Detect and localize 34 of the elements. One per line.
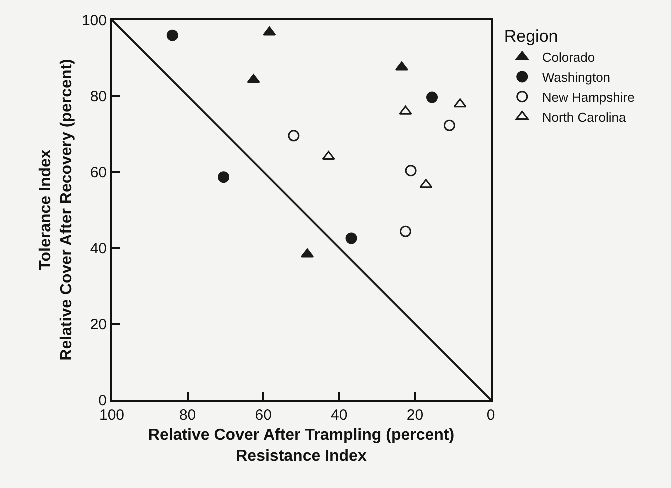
point [322,151,336,160]
y-tick-label: 20 [90,316,107,334]
x-axis-title: Relative Cover After Trampling (percent) Resistance Index [148,427,455,465]
legend-label: New Hampshire [542,90,635,105]
y-tick-label: 80 [90,88,107,106]
point [301,248,314,258]
y-tick-label: 0 [98,392,107,410]
y-tick-label: 40 [90,240,107,258]
point [218,172,230,184]
point [426,92,438,104]
point [395,62,408,71]
x-tick-label: 0 [486,407,496,424]
point [399,106,412,115]
legend-title: Region [504,27,558,46]
point [166,30,178,42]
legend-label: Colorado [542,50,596,66]
point [454,98,467,108]
x-tick-label: 40 [331,407,348,424]
point [444,120,456,132]
point [346,232,358,244]
x-tick-label: 20 [406,407,424,424]
y-tick-label: 60 [90,164,107,182]
legend-label: North Carolina [542,110,627,125]
point [247,74,260,84]
point [288,130,300,142]
legend-label: Washington [542,70,611,86]
y-tick-label: 100 [82,12,107,30]
point [263,26,276,36]
point [420,179,433,188]
x-tick-label: 80 [179,407,196,424]
point [405,165,417,177]
x-tick-label: 60 [255,407,272,424]
point [400,226,412,238]
y-axis-title: Tolerance Index Relative Cover After Recovery (percent) [38,59,76,361]
